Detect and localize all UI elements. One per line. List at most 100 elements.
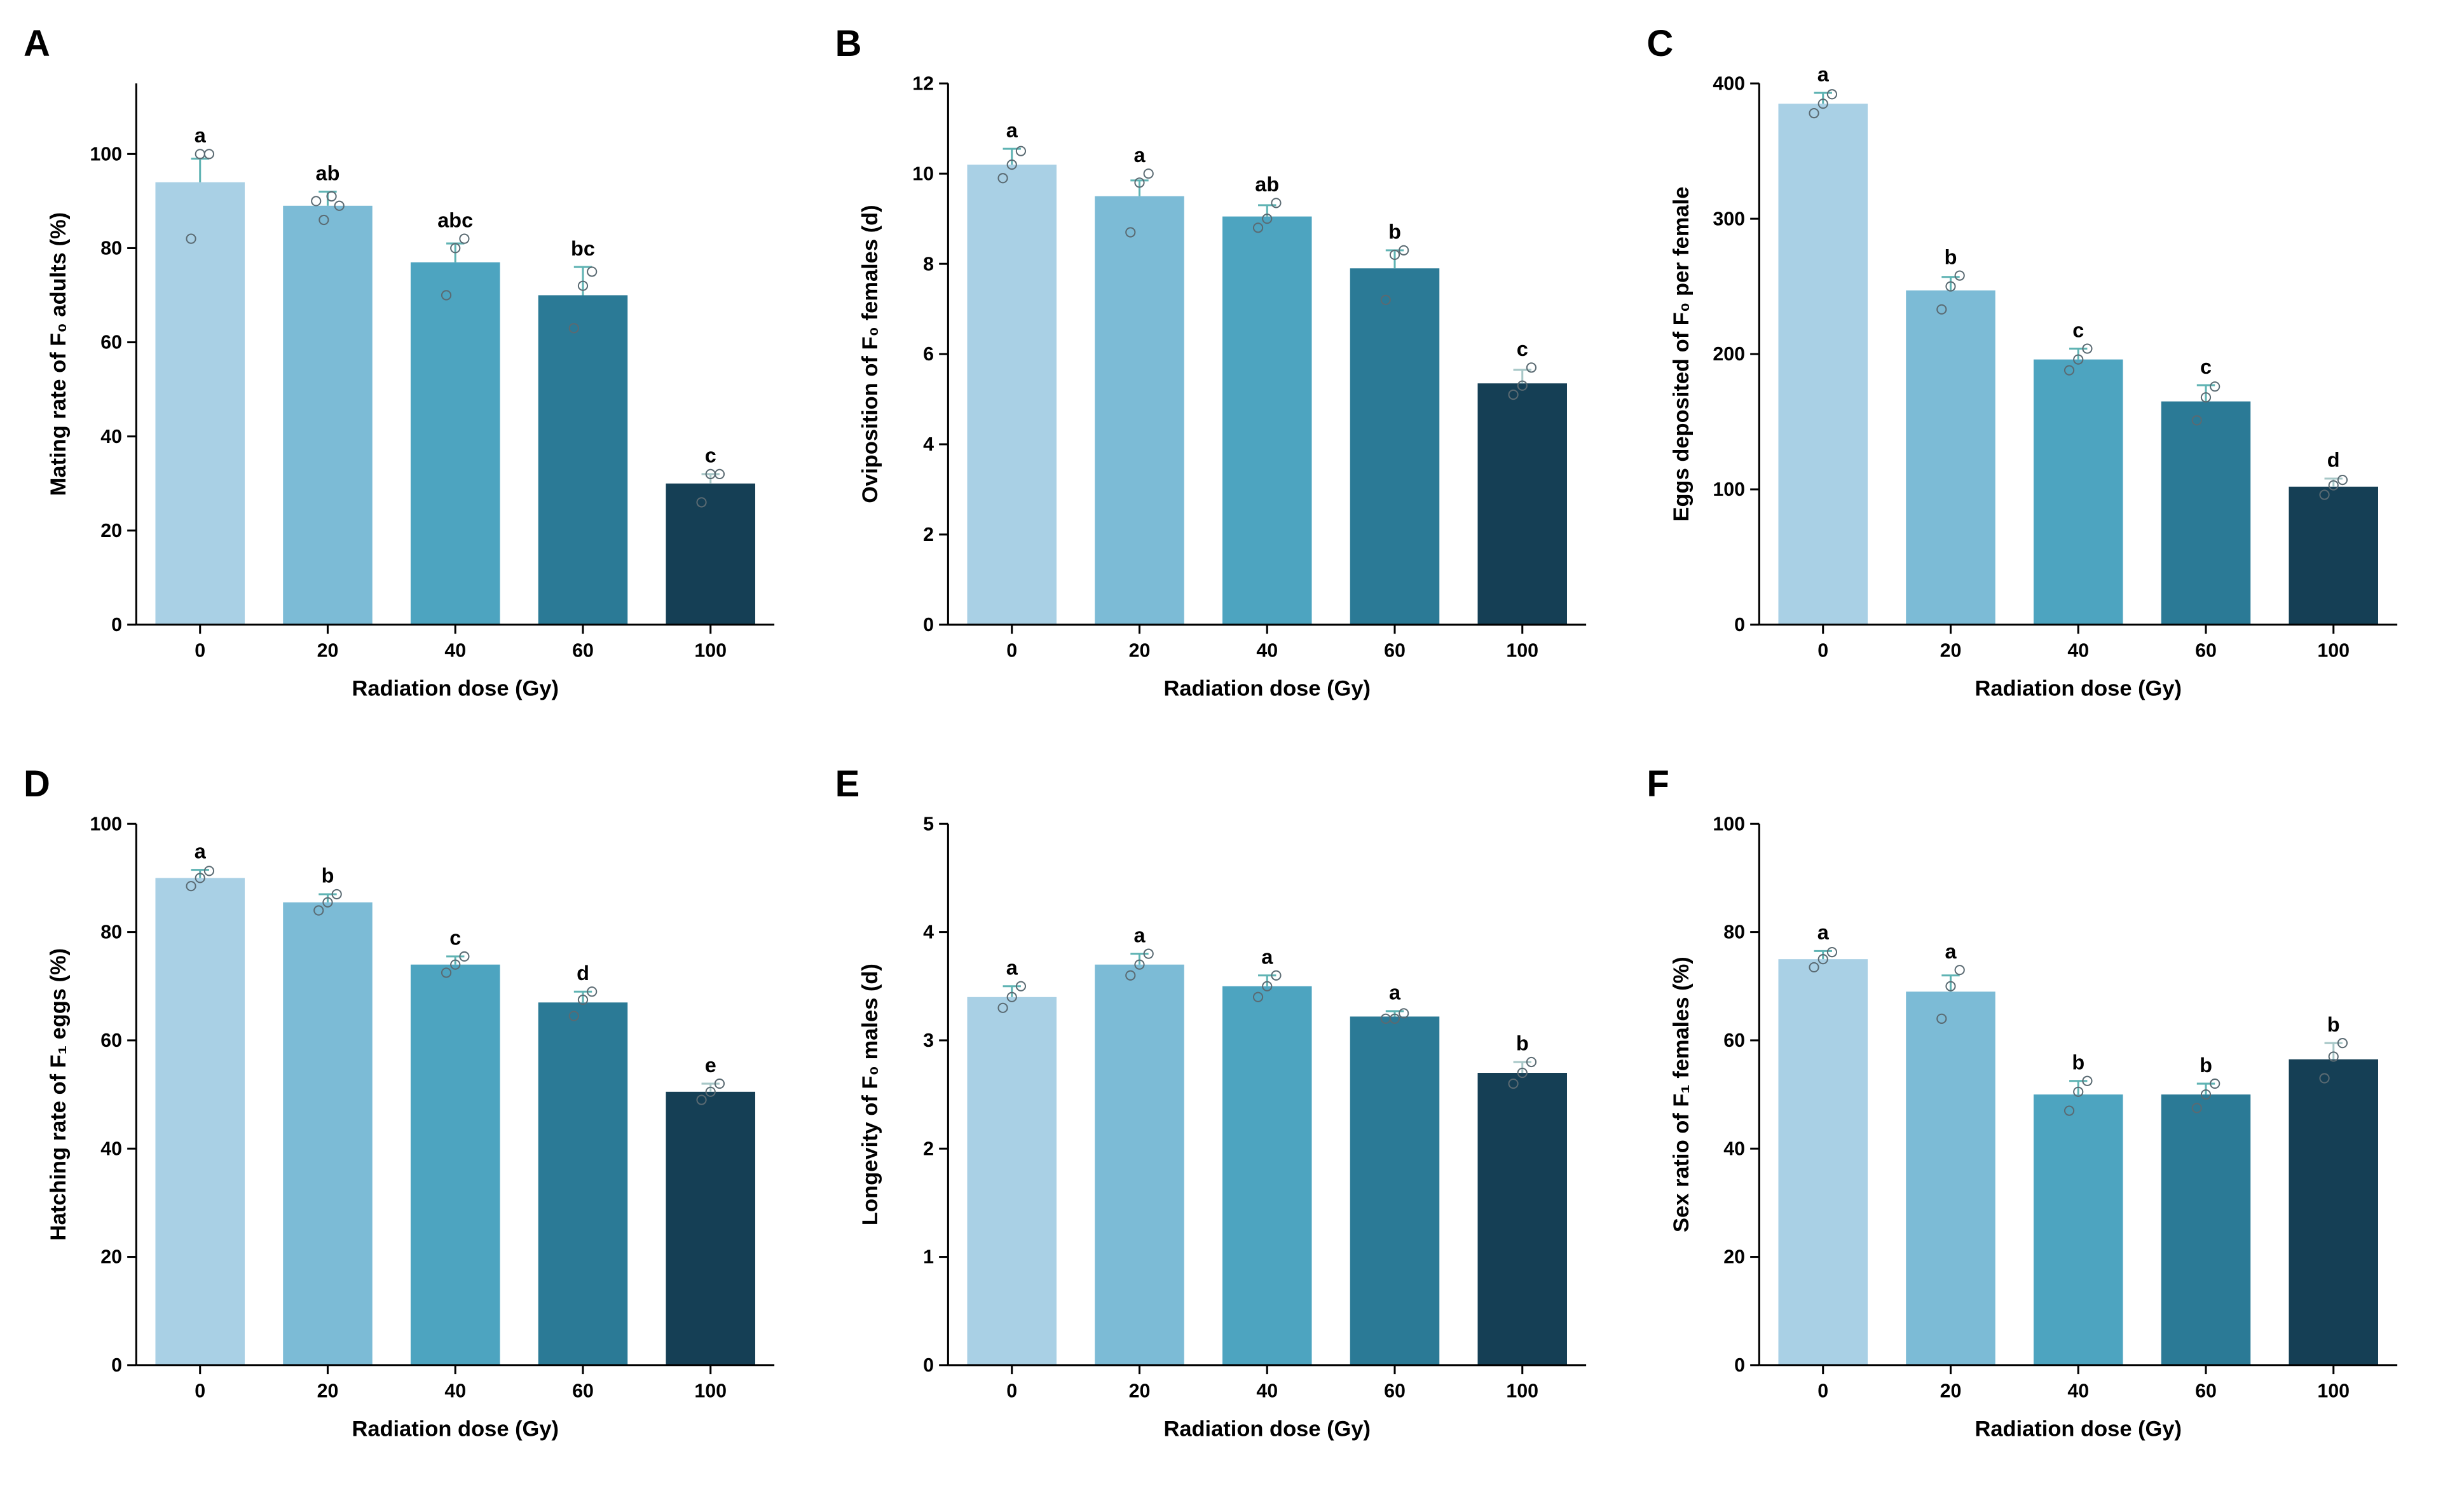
x-tick-label: 40 — [2068, 1380, 2090, 1402]
significance-label: a — [1133, 144, 1146, 167]
x-axis-title: Radiation dose (Gy) — [1163, 1417, 1371, 1441]
y-tick-label: 400 — [1713, 72, 1746, 94]
x-tick-label: 60 — [1384, 1380, 1406, 1402]
y-tick-label: 20 — [100, 1246, 122, 1268]
x-tick-label: 0 — [1006, 640, 1017, 662]
x-tick-label: 60 — [1384, 640, 1406, 662]
data-point — [1955, 271, 1964, 280]
data-point — [205, 149, 214, 158]
bar — [666, 484, 755, 625]
significance-label: b — [322, 864, 334, 887]
bar — [283, 902, 373, 1365]
panel-C: Cabccd01002003004000204060100Radiation d… — [1650, 25, 2423, 734]
y-tick-label: 40 — [100, 1138, 122, 1160]
y-tick-label: 3 — [923, 1030, 934, 1051]
panel-letter: E — [835, 763, 860, 805]
data-point — [1828, 948, 1837, 957]
x-tick-label: 60 — [572, 640, 594, 662]
significance-label: b — [2072, 1051, 2085, 1074]
y-tick-label: 6 — [923, 343, 934, 365]
chart-E: aaaab0123450204060100Radiation dose (Gy)… — [838, 766, 1612, 1475]
bar — [967, 997, 1057, 1365]
bar — [1906, 290, 1996, 625]
bar — [2161, 402, 2251, 625]
panel-F: Faabbb0204060801000204060100Radiation do… — [1650, 766, 2423, 1475]
panel-letter: B — [835, 22, 862, 65]
panel-letter: C — [1646, 22, 1673, 65]
significance-label: b — [2327, 1013, 2340, 1036]
y-tick-label: 0 — [111, 1354, 122, 1376]
x-tick-label: 20 — [1940, 640, 1962, 662]
x-tick-label: 100 — [1506, 1380, 1538, 1402]
bar — [1222, 986, 1312, 1365]
bar — [1477, 383, 1567, 625]
x-tick-label: 40 — [444, 640, 466, 662]
y-tick-label: 10 — [912, 163, 934, 184]
x-tick-label: 100 — [694, 1380, 727, 1402]
x-tick-label: 20 — [1940, 1380, 1962, 1402]
y-tick-label: 60 — [100, 332, 122, 353]
significance-label: c — [2200, 355, 2212, 378]
x-tick-label: 40 — [2068, 640, 2090, 662]
y-tick-label: 5 — [923, 814, 934, 835]
x-tick-label: 0 — [1818, 1380, 1829, 1402]
chart-C: abccd01002003004000204060100Radiation do… — [1650, 25, 2423, 734]
x-tick-label: 60 — [2195, 1380, 2217, 1402]
y-tick-label: 20 — [100, 520, 122, 541]
significance-label: a — [1006, 119, 1018, 142]
x-tick-label: 0 — [1818, 640, 1829, 662]
y-tick-label: 100 — [90, 814, 122, 835]
significance-label: c — [2073, 318, 2084, 341]
x-tick-label: 100 — [2318, 640, 2350, 662]
y-tick-label: 100 — [1713, 814, 1746, 835]
bar — [1906, 992, 1996, 1366]
x-tick-label: 20 — [317, 640, 339, 662]
x-tick-label: 100 — [1506, 640, 1538, 662]
chart-B: aaabbc0246810120204060100Radiation dose … — [838, 25, 1612, 734]
significance-label: a — [1817, 63, 1830, 86]
x-axis-title: Radiation dose (Gy) — [1975, 676, 2182, 700]
bar — [2034, 360, 2123, 625]
chart-A: aababcbcc0204060801000204060100Radiation… — [27, 25, 800, 734]
significance-label: d — [2327, 449, 2340, 472]
significance-label: a — [1006, 957, 1018, 979]
data-point — [205, 867, 214, 876]
significance-label: c — [705, 444, 716, 467]
significance-label: e — [705, 1054, 716, 1077]
bar — [538, 1003, 628, 1366]
bar — [283, 206, 373, 625]
y-tick-label: 2 — [923, 524, 934, 545]
x-axis-title: Radiation dose (Gy) — [352, 1417, 559, 1441]
y-tick-label: 40 — [1724, 1138, 1746, 1160]
x-tick-label: 40 — [444, 1380, 466, 1402]
significance-label: d — [577, 962, 589, 984]
y-axis-title: Eggs deposited of F₀ per female — [1669, 187, 1694, 522]
y-axis-title: Hatching rate of F₁ eggs (%) — [46, 948, 71, 1241]
panel-D: Dabcde0204060801000204060100Radiation do… — [27, 766, 800, 1475]
x-axis-title: Radiation dose (Gy) — [352, 676, 559, 700]
significance-label: a — [1817, 921, 1830, 944]
panel-B: Baaabbc0246810120204060100Radiation dose… — [838, 25, 1612, 734]
panel-A: Aaababcbcc0204060801000204060100Radiatio… — [27, 25, 800, 734]
data-point — [2210, 382, 2219, 391]
y-tick-label: 0 — [1734, 1354, 1745, 1376]
y-tick-label: 1 — [923, 1246, 934, 1268]
bar — [1350, 1017, 1439, 1365]
data-point — [460, 235, 469, 243]
significance-label: a — [195, 124, 207, 147]
bar — [155, 182, 245, 625]
y-tick-label: 2 — [923, 1138, 934, 1160]
y-axis-title: Oviposition of F₀ females (d) — [858, 205, 882, 503]
bar — [1779, 104, 1868, 625]
data-point — [196, 149, 205, 158]
y-tick-label: 12 — [912, 72, 934, 94]
y-tick-label: 80 — [100, 238, 122, 259]
y-tick-label: 0 — [111, 614, 122, 636]
data-point — [1828, 90, 1837, 99]
significance-label: ab — [1255, 173, 1279, 196]
significance-label: a — [195, 840, 207, 863]
significance-label: b — [1388, 221, 1401, 243]
data-point — [1399, 1009, 1408, 1018]
y-tick-label: 20 — [1724, 1246, 1746, 1268]
x-tick-label: 20 — [1128, 1380, 1150, 1402]
